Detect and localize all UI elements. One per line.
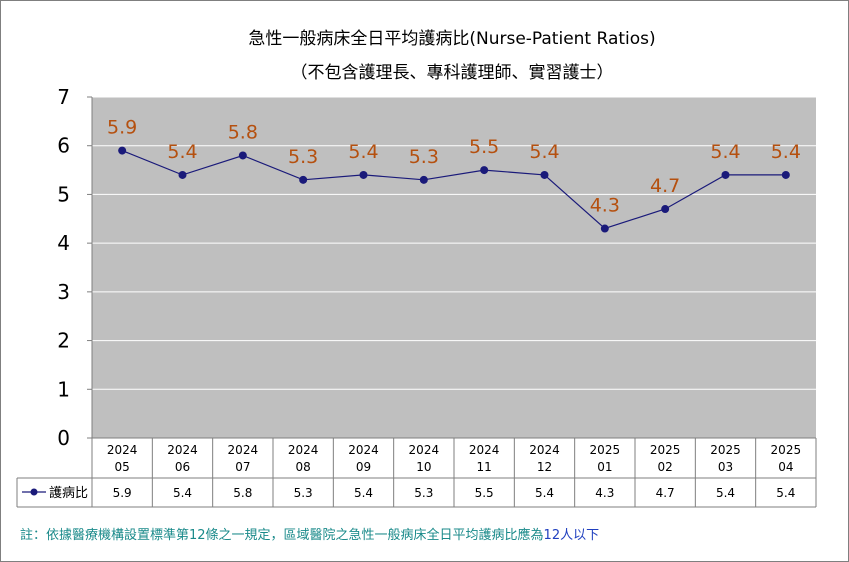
table-cell: 5.9	[113, 486, 132, 500]
table-cell: 5.4	[354, 486, 373, 500]
table-cell: 5.4	[716, 486, 735, 500]
data-point	[299, 175, 308, 184]
footnote-text: 註：依據醫療機構設置標準第12條之一規定，區域醫院之急性一般病床全日平均護病比應…	[20, 527, 544, 543]
plot-area	[92, 97, 816, 438]
data-point	[359, 170, 368, 179]
table-cell: 5.4	[776, 486, 795, 500]
data-point	[540, 170, 549, 179]
x-tick-label: 2024	[409, 443, 440, 457]
data-label: 4.7	[650, 175, 680, 197]
x-tick-label: 2024	[529, 443, 560, 457]
footnote-highlight: 12人以下	[544, 528, 600, 543]
x-tick-label: 03	[718, 460, 733, 474]
x-tick-label: 2025	[710, 443, 741, 457]
data-point	[721, 170, 730, 179]
data-point	[238, 151, 247, 160]
x-tick-label: 2024	[228, 443, 259, 457]
data-label: 5.5	[469, 136, 499, 158]
y-tick-label: 0	[57, 426, 70, 450]
data-label: 5.9	[107, 117, 137, 139]
x-tick-label: 04	[778, 460, 793, 474]
data-label: 5.8	[228, 121, 258, 143]
x-tick-label: 2024	[288, 443, 319, 457]
x-tick-label: 10	[416, 460, 431, 474]
x-tick-label: 2025	[771, 443, 802, 457]
chart-title: 急性一般病床全日平均護病比(Nurse-Patient Ratios)	[248, 29, 655, 49]
x-tick-label: 12	[537, 460, 552, 474]
data-label: 5.4	[529, 141, 559, 163]
y-tick-label: 1	[57, 377, 70, 401]
x-tick-label: 2024	[107, 443, 138, 457]
x-tick-label: 08	[296, 460, 311, 474]
y-tick-label: 3	[57, 280, 70, 304]
legend-label: 護病比	[49, 485, 88, 501]
data-label: 5.3	[288, 146, 318, 168]
data-label: 5.4	[348, 141, 378, 163]
x-tick-label: 11	[477, 460, 492, 474]
chart-subtitle: （不包含護理長、專科護理師、實習護士）	[291, 63, 614, 83]
series-line	[121, 150, 786, 230]
x-tick-label: 07	[235, 460, 250, 474]
y-tick-label: 2	[57, 329, 70, 353]
y-tick-label: 7	[57, 85, 70, 109]
y-tick-label: 6	[57, 134, 70, 158]
data-label: 4.3	[590, 195, 620, 217]
table-cell: 5.3	[294, 486, 313, 500]
x-tick-label: 09	[356, 460, 371, 474]
data-label: 5.4	[167, 141, 197, 163]
data-point	[118, 146, 127, 155]
table-cell: 5.4	[535, 486, 554, 500]
table-cell: 4.3	[595, 486, 614, 500]
y-tick-label: 4	[57, 231, 70, 255]
x-tick-label: 01	[597, 460, 612, 474]
footnote: 註：依據醫療機構設置標準第12條之一規定，區域醫院之急性一般病床全日平均護病比應…	[20, 527, 599, 543]
table-cell: 5.5	[475, 486, 494, 500]
x-tick-label: 2025	[590, 443, 621, 457]
data-point	[661, 205, 670, 214]
table-cell: 5.3	[414, 486, 433, 500]
data-point	[480, 166, 489, 175]
table-cell: 5.4	[173, 486, 192, 500]
data-label: 5.3	[409, 146, 439, 168]
data-label: 5.4	[710, 141, 740, 163]
x-tick-label: 05	[115, 460, 130, 474]
data-point	[178, 170, 187, 179]
data-point	[419, 175, 428, 184]
x-tick-label: 2024	[167, 443, 198, 457]
legend-marker	[30, 488, 38, 496]
x-tick-label: 2024	[348, 443, 379, 457]
x-tick-label: 02	[658, 460, 673, 474]
x-tick-label: 06	[175, 460, 190, 474]
data-label: 5.4	[771, 141, 801, 163]
table-cell: 4.7	[656, 486, 675, 500]
x-tick-label: 2024	[469, 443, 500, 457]
data-point	[781, 170, 790, 179]
x-tick-label: 2025	[650, 443, 681, 457]
data-point	[600, 224, 609, 233]
y-tick-label: 5	[57, 182, 70, 206]
table-cell: 5.8	[233, 486, 252, 500]
